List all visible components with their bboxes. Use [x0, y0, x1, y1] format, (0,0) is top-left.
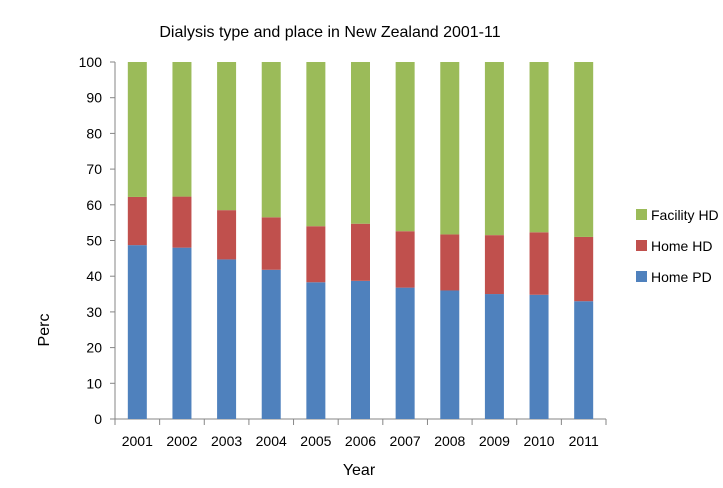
bar-segment-facility-hd	[172, 62, 192, 197]
bar-segment-facility-hd	[440, 62, 460, 235]
bar-segment-facility-hd	[261, 62, 281, 218]
y-axis-label: Perc	[36, 314, 53, 347]
bar-segment-home-pd	[395, 287, 415, 419]
bar-segment-home-pd	[172, 247, 192, 419]
bar-segment-home-pd	[127, 245, 147, 419]
bars	[127, 62, 594, 419]
x-tick-label: 2005	[300, 433, 331, 449]
y-tick-label: 20	[86, 340, 102, 356]
chart-title: Dialysis type and place in New Zealand 2…	[159, 24, 500, 41]
legend-label: Home PD	[651, 269, 712, 285]
bar-segment-home-hd	[574, 236, 594, 302]
legend-label: Facility HD	[651, 207, 719, 223]
x-tick-label: 2001	[122, 433, 153, 449]
bar-segment-home-hd	[440, 234, 460, 291]
bar-segment-facility-hd	[395, 62, 415, 232]
x-tick-label: 2007	[390, 433, 421, 449]
y-tick-label: 70	[86, 161, 102, 177]
x-tick-label: 2002	[166, 433, 197, 449]
y-tick-label: 80	[86, 125, 102, 141]
legend-swatch	[636, 209, 647, 220]
bar-segment-facility-hd	[484, 62, 504, 236]
x-tick-label: 2011	[569, 433, 599, 449]
bar-segment-facility-hd	[574, 62, 594, 237]
x-tick-label: 2010	[523, 433, 554, 449]
x-axis-label: Year	[343, 462, 376, 479]
y-tick-label: 30	[86, 304, 102, 320]
y-tick-label: 0	[94, 411, 102, 427]
bar-segment-facility-hd	[529, 62, 549, 233]
bar-segment-home-hd	[127, 196, 147, 246]
bar-segment-home-hd	[395, 231, 415, 288]
bar-segment-home-hd	[351, 223, 370, 281]
bar-segment-home-hd	[261, 217, 281, 270]
bar-segment-home-pd	[484, 294, 504, 419]
legend-swatch	[636, 240, 647, 251]
bar-segment-home-pd	[440, 290, 460, 419]
x-tick-label: 2004	[256, 433, 287, 449]
bar-segment-home-pd	[529, 294, 549, 419]
y-tick-label: 60	[86, 197, 102, 213]
legend-label: Home HD	[651, 238, 712, 254]
bar-segment-home-pd	[306, 282, 326, 419]
bar-segment-facility-hd	[306, 62, 326, 227]
y-tick-label: 90	[86, 90, 102, 106]
x-tick-label: 2003	[211, 433, 242, 449]
y-tick-label: 10	[86, 375, 102, 391]
y-tick-label: 100	[79, 54, 103, 70]
bar-segment-facility-hd	[127, 62, 147, 197]
legend-swatch	[636, 271, 647, 282]
bar-segment-home-pd	[351, 280, 370, 419]
y-axis: 0 10 20 30 40 50 60 70 80 90 100	[79, 54, 116, 427]
x-tick-label: 2009	[479, 433, 510, 449]
bar-segment-home-pd	[217, 259, 237, 419]
bar-segment-home-hd	[306, 226, 326, 283]
bar-segment-home-hd	[217, 210, 237, 260]
bar-segment-facility-hd	[351, 62, 370, 224]
x-tick-label: 2006	[345, 433, 376, 449]
bar-segment-home-hd	[529, 232, 549, 295]
x-axis: 2001 2002 2003 2004 2005 2006 2007 2008 2009 2010…	[114, 418, 607, 449]
bar-segment-home-pd	[574, 301, 594, 419]
bar-segment-home-pd	[261, 269, 281, 419]
bar-segment-home-hd	[172, 196, 192, 248]
legend: Facility HD Home HD Home PD	[636, 207, 719, 285]
x-tick-label: 2008	[434, 433, 465, 449]
bar-segment-home-hd	[484, 235, 504, 295]
y-tick-label: 50	[86, 233, 102, 249]
bar-segment-facility-hd	[217, 62, 237, 211]
y-tick-label: 40	[86, 268, 102, 284]
